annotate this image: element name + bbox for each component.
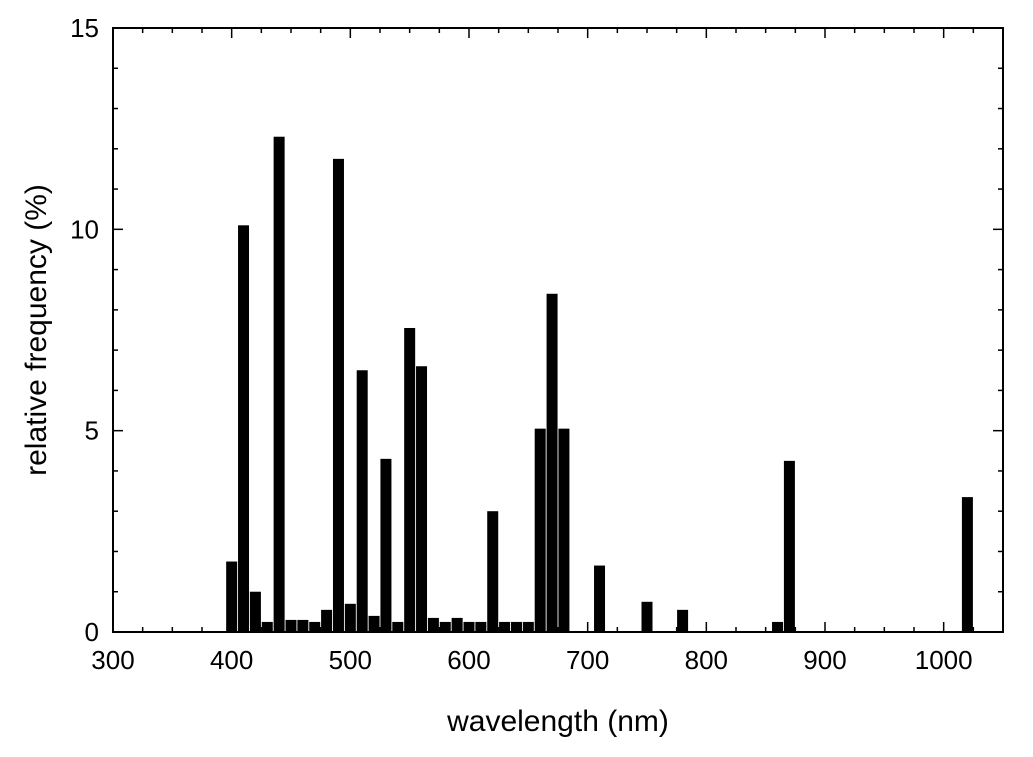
x-tick-label-400: 400 bbox=[210, 645, 253, 675]
x-tick-label-500: 500 bbox=[329, 645, 372, 675]
bar-670 bbox=[546, 293, 558, 632]
bar-430 bbox=[261, 621, 273, 632]
ticks-group bbox=[112, 27, 1004, 633]
x-tick-label-300: 300 bbox=[91, 645, 134, 675]
bar-560 bbox=[416, 366, 428, 632]
bar-470 bbox=[309, 621, 321, 632]
y-tick-label-15: 15 bbox=[70, 13, 99, 43]
bar-500 bbox=[344, 603, 356, 632]
bar-520 bbox=[368, 615, 380, 632]
bar-440 bbox=[273, 136, 285, 632]
bar-860 bbox=[772, 621, 784, 632]
bar-750 bbox=[641, 601, 653, 632]
y-axis-title: relative frequency (%) bbox=[20, 184, 53, 476]
bar-580 bbox=[439, 621, 451, 632]
bar-550 bbox=[404, 327, 416, 632]
x-tick-label-800: 800 bbox=[685, 645, 728, 675]
bar-640 bbox=[510, 621, 522, 632]
bar-460 bbox=[297, 619, 309, 632]
bar-510 bbox=[356, 370, 368, 632]
bar-650 bbox=[522, 621, 534, 632]
bar-630 bbox=[499, 621, 511, 632]
x-axis-title: wavelength (nm) bbox=[446, 705, 669, 738]
bar-420 bbox=[249, 591, 261, 632]
bar-590 bbox=[451, 617, 463, 632]
bar-1020 bbox=[961, 497, 973, 632]
y-tick-label-10: 10 bbox=[70, 214, 99, 244]
tick-labels-group: 300 400 500 600 700 800 900 1000 0 5 10 15 bbox=[70, 13, 973, 675]
bar-450 bbox=[285, 619, 297, 632]
bar-870 bbox=[783, 460, 795, 632]
bars-group bbox=[226, 136, 973, 632]
bar-540 bbox=[392, 621, 404, 632]
x-tick-label-900: 900 bbox=[803, 645, 846, 675]
bar-780 bbox=[677, 609, 689, 632]
bar-680 bbox=[558, 428, 570, 632]
bar-620 bbox=[487, 511, 499, 632]
bar-570 bbox=[427, 617, 439, 632]
bar-400 bbox=[226, 561, 238, 632]
bar-530 bbox=[380, 458, 392, 632]
x-tick-label-700: 700 bbox=[566, 645, 609, 675]
bar-610 bbox=[475, 621, 487, 632]
bar-660 bbox=[534, 428, 546, 632]
bar-710 bbox=[594, 565, 606, 632]
bar-410 bbox=[238, 225, 250, 632]
x-tick-label-1000: 1000 bbox=[915, 645, 973, 675]
y-tick-label-5: 5 bbox=[85, 416, 99, 446]
x-tick-label-600: 600 bbox=[447, 645, 490, 675]
bar-490 bbox=[332, 158, 344, 632]
y-tick-label-0: 0 bbox=[85, 617, 99, 647]
bar-480 bbox=[321, 609, 333, 632]
